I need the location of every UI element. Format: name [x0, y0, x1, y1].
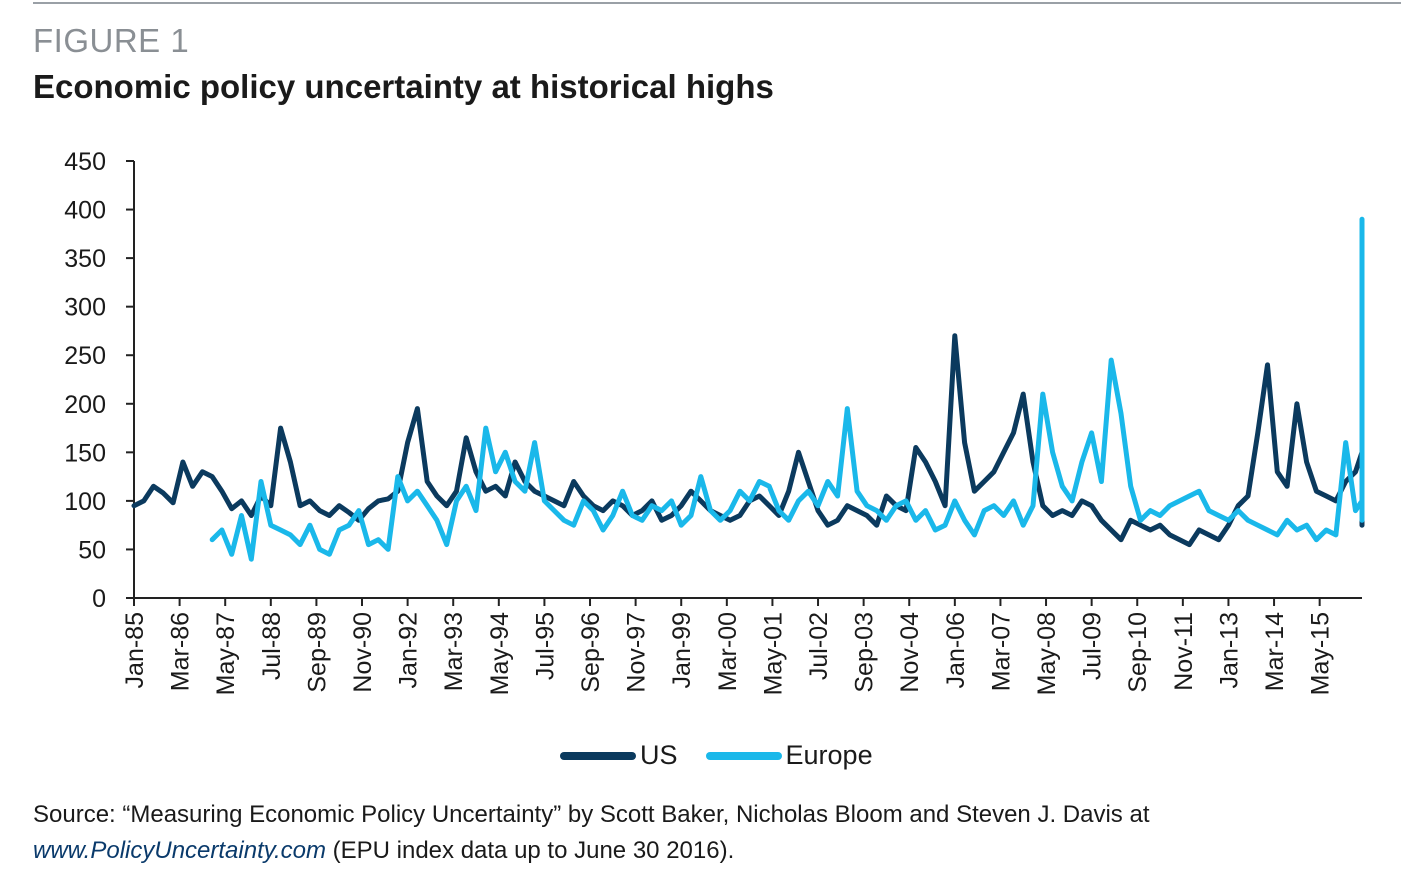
- x-tick-label: Jan-92: [395, 612, 423, 688]
- x-tick-label: May-01: [759, 612, 787, 695]
- x-tick-label: Nov-90: [349, 612, 377, 693]
- x-tick-label: Sep-03: [851, 612, 879, 693]
- legend-swatch-europe: [705, 751, 782, 760]
- x-tick-label: Jul-88: [258, 612, 286, 680]
- y-tick-label: 400: [64, 197, 106, 225]
- x-tick-label: May-15: [1307, 612, 1335, 695]
- x-tick-label: Jan-13: [1215, 612, 1243, 688]
- y-axis: 0 50 100 150 200 250 300 350 400 450: [64, 148, 135, 613]
- x-tick-label: Mar-86: [167, 612, 195, 691]
- x-tick-label: Mar-07: [987, 612, 1015, 691]
- y-tick-label: 300: [64, 294, 106, 322]
- x-tick-label: Jan-06: [942, 612, 970, 688]
- source-text-rest: (EPU index data up to June 30 2016).: [325, 837, 735, 864]
- y-tick-label: 100: [64, 488, 106, 516]
- legend-item-europe: Europe: [705, 740, 873, 771]
- x-tick-label: Mar-14: [1261, 612, 1289, 691]
- x-tick-label: Jul-02: [805, 612, 833, 680]
- x-tick-label: Jul-09: [1079, 612, 1107, 680]
- y-tick-label: 150: [64, 439, 106, 467]
- series-layer: [131, 216, 1365, 562]
- legend-item-us: US: [560, 740, 678, 771]
- source-text: Source: “Measuring Economic Policy Uncer…: [33, 801, 1150, 828]
- x-tick-label: Nov-11: [1170, 612, 1198, 691]
- source-link[interactable]: www.PolicyUncertainty.com: [33, 837, 326, 864]
- legend-label-europe: Europe: [785, 740, 873, 770]
- legend-swatch-us: [560, 751, 636, 760]
- x-tick-label: Mar-00: [714, 612, 742, 691]
- y-tick-label: 350: [64, 245, 106, 273]
- x-tick-label: May-08: [1033, 612, 1061, 695]
- legend-label-us: US: [640, 740, 678, 770]
- x-axis: Jan-85 Mar-86 May-87 Jul-88 Sep-89 Nov-90 Jan-…: [121, 597, 1362, 695]
- y-tick-label: 0: [92, 585, 106, 613]
- series-line-us: [131, 323, 1365, 548]
- y-tick-label: 200: [64, 391, 106, 419]
- source-note: Source: “Measuring Economic Policy Uncer…: [33, 797, 1373, 869]
- x-tick-label: Sep-96: [577, 612, 605, 693]
- x-tick-label: Nov-04: [896, 612, 924, 693]
- y-tick-label: 50: [78, 536, 106, 564]
- x-tick-label: Jan-85: [121, 612, 149, 688]
- x-tick-label: Mar-93: [440, 612, 468, 691]
- series-line-europe: [209, 216, 1365, 562]
- y-tick-label: 450: [64, 148, 106, 176]
- chart-title: Economic policy uncertainty at historica…: [33, 68, 774, 105]
- legend: US Europe: [560, 740, 901, 771]
- figure-label: FIGURE 1: [33, 22, 190, 59]
- x-tick-label: Nov-97: [623, 612, 651, 693]
- y-tick-label: 250: [64, 342, 106, 370]
- x-tick-label: Jan-99: [668, 612, 696, 688]
- top-rule: [33, 2, 1401, 4]
- x-tick-label: Sep-10: [1124, 612, 1152, 693]
- x-tick-label: Jul-95: [531, 612, 559, 680]
- x-tick-label: May-87: [212, 612, 240, 695]
- x-tick-label: May-94: [486, 612, 514, 695]
- x-tick-label: Sep-89: [303, 612, 331, 693]
